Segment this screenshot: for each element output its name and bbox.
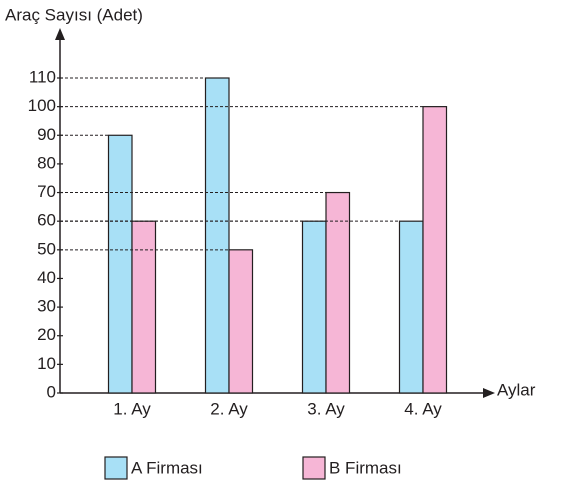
y-tick-label: 10 — [37, 354, 56, 373]
bar — [326, 193, 350, 393]
legend-swatch — [303, 457, 325, 479]
y-tick-label: 60 — [37, 211, 56, 230]
legend-label: B Firması — [329, 458, 402, 477]
legend-label: A Firması — [131, 458, 203, 477]
y-tick-label: 100 — [28, 96, 56, 115]
y-tick-label: 50 — [37, 239, 56, 258]
bar — [400, 221, 424, 393]
y-tick-label: 110 — [29, 67, 56, 86]
x-tick-label: 3. Ay — [307, 399, 345, 418]
x-axis-arrow — [483, 388, 495, 398]
y-tick-label: 30 — [37, 297, 56, 316]
legend-swatch — [105, 457, 127, 479]
y-tick-label: 40 — [37, 268, 56, 287]
y-axis-arrow — [55, 28, 65, 40]
y-tick-label: 70 — [37, 182, 56, 201]
bar — [423, 107, 447, 393]
y-tick-label: 20 — [37, 325, 56, 344]
bar — [229, 250, 253, 393]
y-tick-label: 0 — [47, 382, 56, 401]
bar — [132, 221, 156, 393]
y-axis-label: Araç Sayısı (Adet) — [5, 5, 143, 24]
x-tick-label: 1. Ay — [113, 399, 151, 418]
bar — [109, 135, 133, 393]
bar — [206, 78, 230, 393]
bar — [303, 221, 327, 393]
x-tick-label: 4. Ay — [404, 399, 442, 418]
x-axis-label: Aylar — [497, 380, 536, 399]
y-tick-label: 80 — [37, 153, 56, 172]
y-tick-label: 90 — [37, 125, 56, 144]
chart: Araç Sayısı (Adet) Aylar 0 10 20 30 40 50 60 70… — [0, 0, 568, 486]
x-tick-label: 2. Ay — [210, 399, 248, 418]
